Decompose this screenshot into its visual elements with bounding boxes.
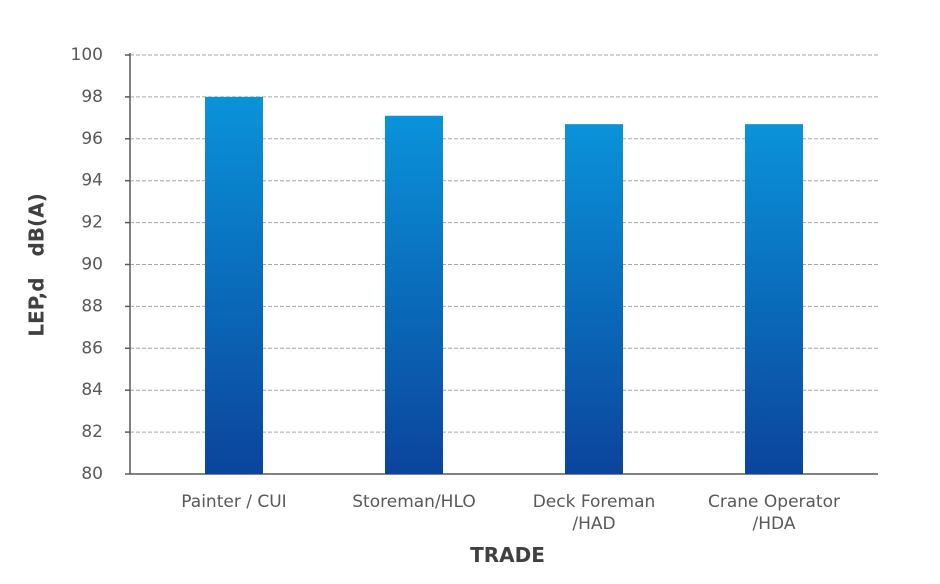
y-axis-title: LEP,d dB(A) bbox=[25, 193, 49, 337]
y-tick-label: 80 bbox=[81, 464, 103, 484]
y-tick-label: 88 bbox=[81, 296, 103, 316]
bar bbox=[385, 115, 443, 474]
bar bbox=[745, 124, 803, 474]
bar bbox=[205, 96, 263, 475]
y-tick-label: 98 bbox=[81, 87, 103, 107]
x-axis-title: TRADE bbox=[470, 543, 545, 567]
y-tick-label: 94 bbox=[81, 171, 103, 191]
y-tick-label: 90 bbox=[81, 255, 103, 275]
x-tick-label: Deck Foreman /HAD bbox=[532, 492, 656, 534]
bar bbox=[565, 124, 623, 474]
x-tick-label: Painter / CUI bbox=[181, 492, 287, 512]
y-tick-label: 84 bbox=[81, 380, 103, 400]
y-tick-label: 86 bbox=[81, 338, 103, 358]
y-tick-label: 92 bbox=[81, 213, 103, 233]
y-tick-label: 96 bbox=[81, 129, 103, 149]
y-tick-label: 100 bbox=[71, 45, 103, 65]
y-tick-label: 82 bbox=[81, 422, 103, 442]
x-tick-label: Storeman/HLO bbox=[352, 492, 476, 512]
x-tick-label: Crane Operator /HDA bbox=[707, 492, 840, 534]
